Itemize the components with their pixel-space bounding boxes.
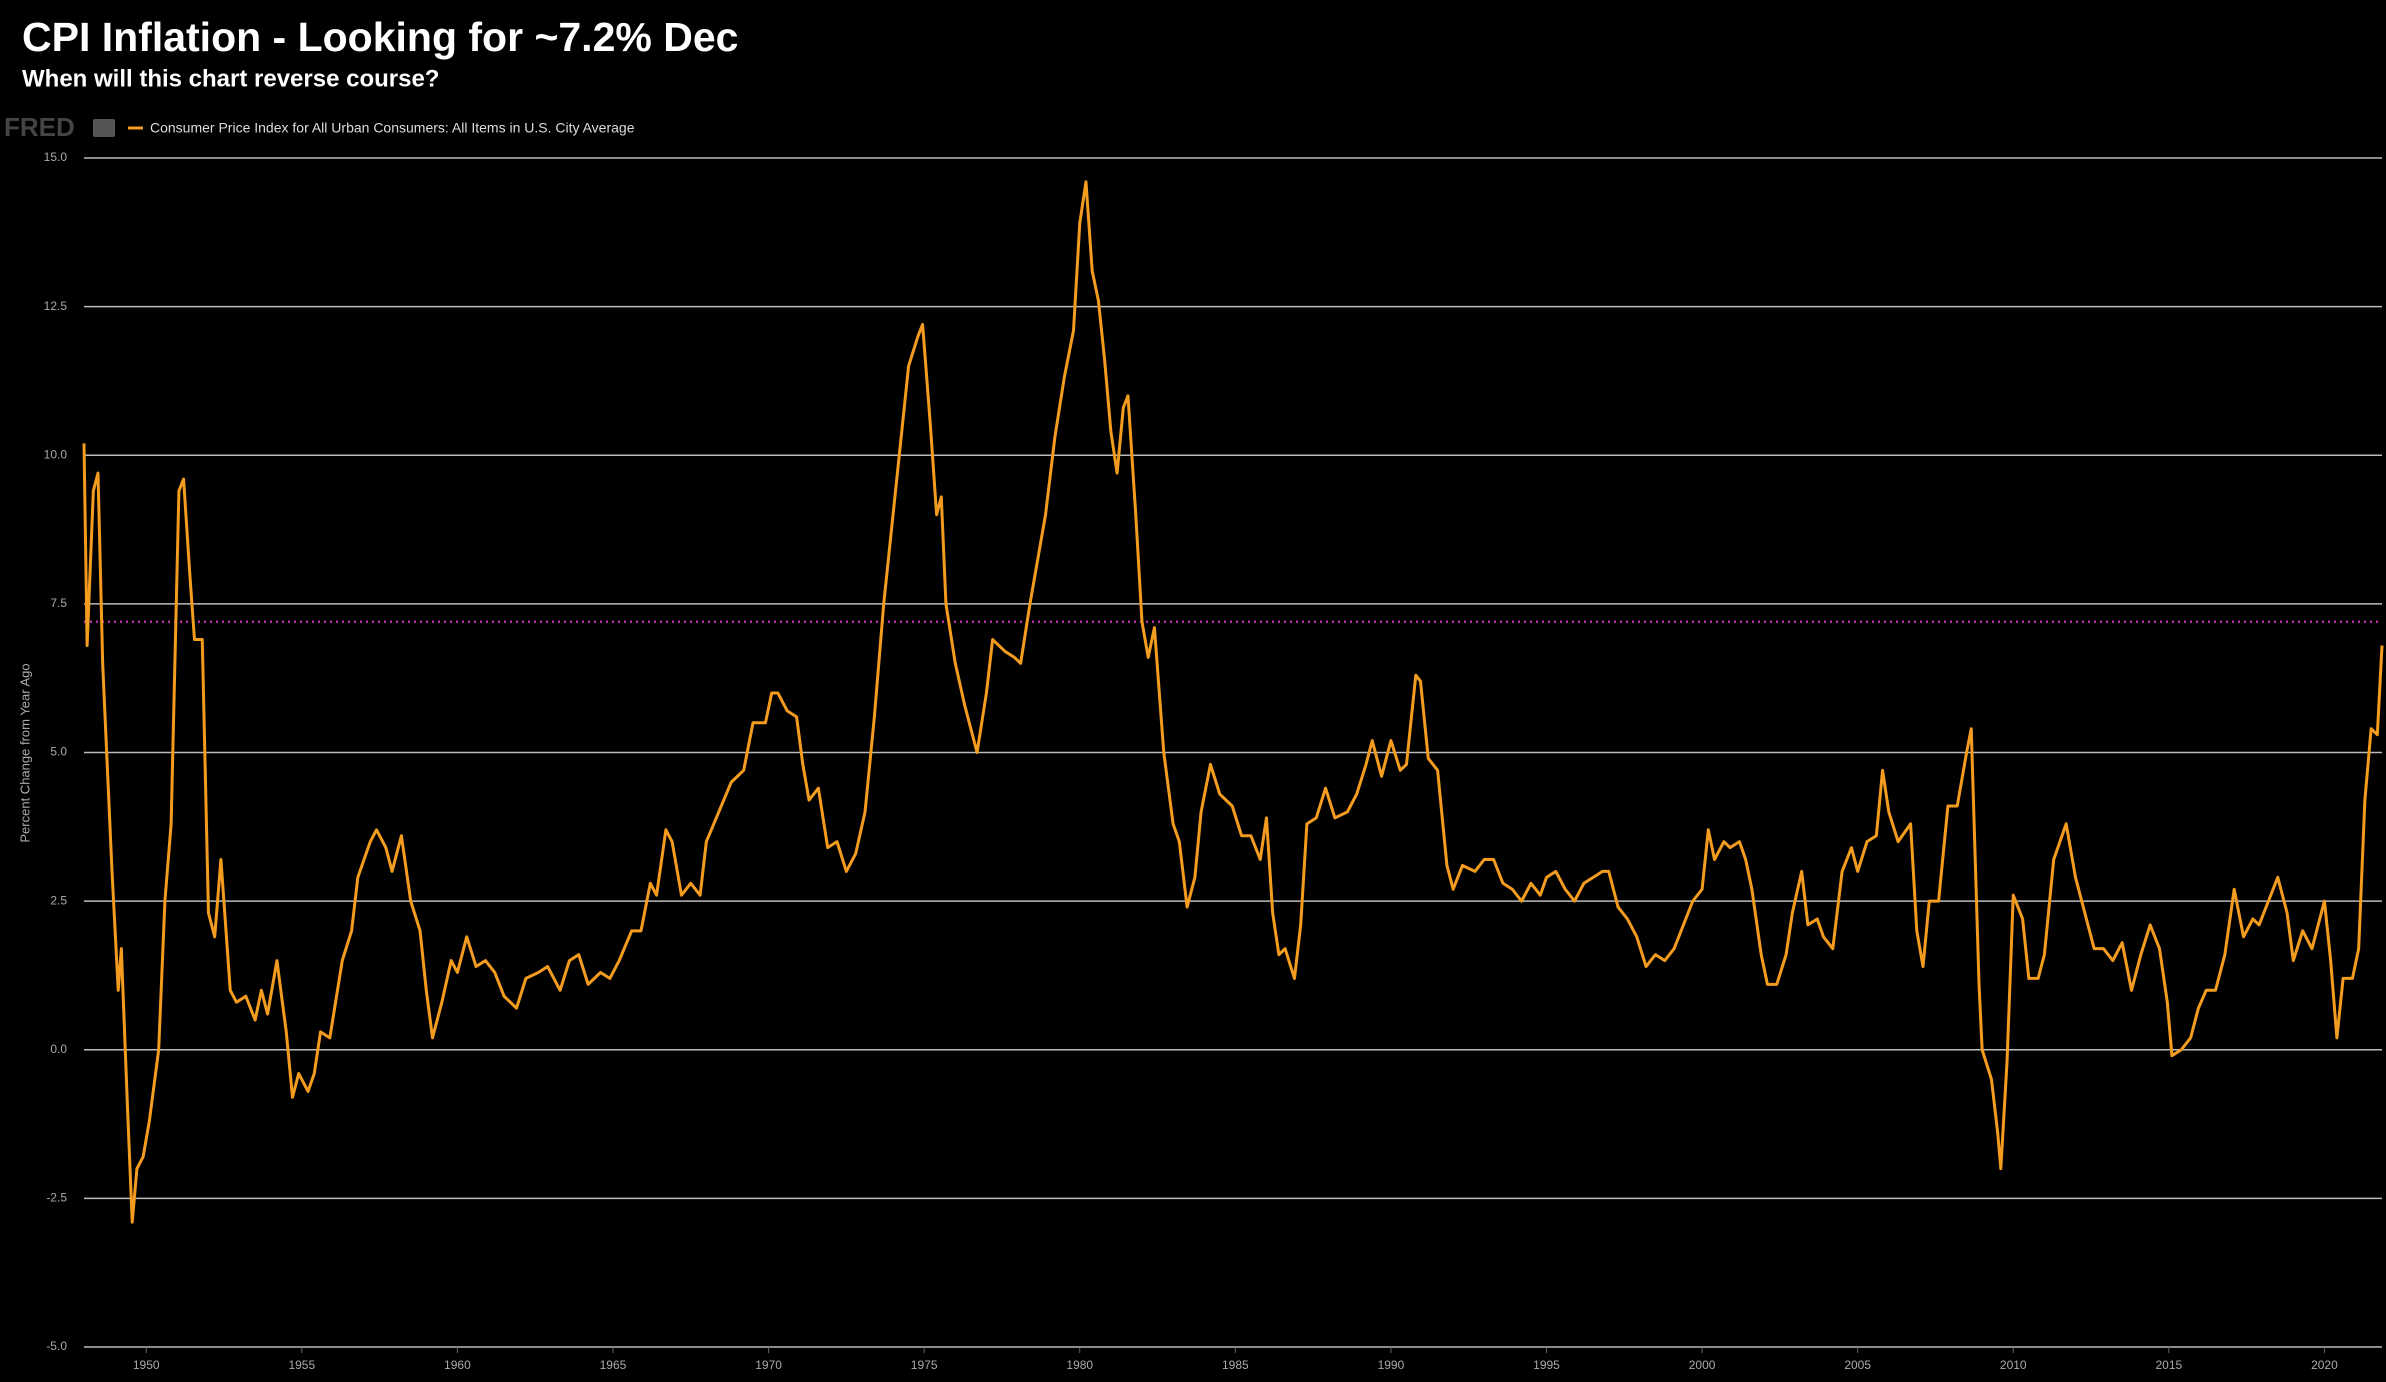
x-tick-label: 2000: [1689, 1358, 1716, 1372]
x-tick-label: 1995: [1533, 1358, 1560, 1372]
y-tick-label: 10.0: [44, 447, 68, 461]
x-tick-label: 1960: [444, 1358, 471, 1372]
y-tick-label: -5.0: [46, 1339, 67, 1353]
y-tick-label: 0.0: [50, 1042, 67, 1056]
logo-icon: [93, 119, 115, 137]
x-tick-label: 1980: [1066, 1358, 1093, 1372]
y-tick-label: 7.5: [50, 596, 67, 610]
y-tick-label: 5.0: [50, 745, 67, 759]
x-tick-label: 2010: [2000, 1358, 2027, 1372]
x-tick-label: 1965: [600, 1358, 627, 1372]
y-tick-label: 15.0: [44, 150, 68, 164]
x-tick-label: 1970: [755, 1358, 782, 1372]
legend-label: Consumer Price Index for All Urban Consu…: [150, 120, 635, 136]
x-tick-label: 1955: [288, 1358, 315, 1372]
y-tick-label: -2.5: [46, 1191, 67, 1205]
y-axis-label: Percent Change from Year Ago: [17, 663, 32, 842]
x-tick-label: 1950: [133, 1358, 160, 1372]
x-tick-label: 2020: [2311, 1358, 2338, 1372]
chart-title: CPI Inflation - Looking for ~7.2% Dec: [22, 14, 738, 60]
x-tick-label: 2005: [1844, 1358, 1871, 1372]
x-tick-label: 1975: [911, 1358, 938, 1372]
x-tick-label: 1990: [1378, 1358, 1405, 1372]
x-tick-label: 1985: [1222, 1358, 1249, 1372]
y-tick-label: 12.5: [44, 299, 68, 313]
y-tick-label: 2.5: [50, 893, 67, 907]
source-logo: FRED: [4, 112, 75, 142]
x-tick-label: 2015: [2155, 1358, 2182, 1372]
chart-subtitle: When will this chart reverse course?: [22, 65, 439, 92]
data-line: [82, 180, 2384, 1224]
